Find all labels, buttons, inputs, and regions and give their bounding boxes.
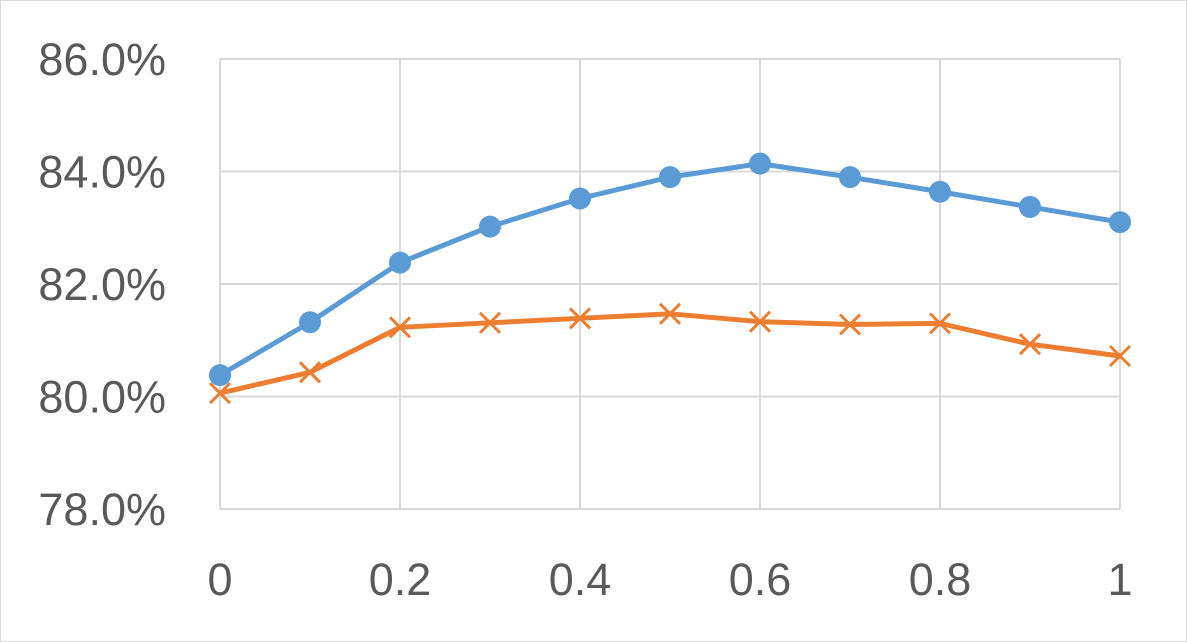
series-1-point [929, 180, 951, 203]
series-1-point [1109, 211, 1131, 234]
series-2-point [1108, 344, 1132, 368]
series-2-point [838, 313, 862, 336]
series-1-point [209, 364, 231, 387]
series-2-point [568, 307, 592, 330]
y-tick-label: 78.0% [38, 484, 166, 535]
series-2-point [928, 312, 952, 335]
series-2-point [658, 302, 682, 325]
x-tick-label: 0.6 [729, 554, 792, 605]
x-marker-stroke [298, 361, 322, 384]
series-2-point [748, 310, 772, 333]
series-1-point [389, 251, 411, 274]
series-1-point [479, 215, 501, 238]
tick-label-layer: 78.0% 80.0% 82.0% 84.0% 86.0% 0 0.2 0.4 0.6 0.8 1 [38, 34, 1132, 605]
x-marker-stroke [208, 382, 232, 405]
y-tick-label: 82.0% [38, 259, 166, 310]
y-tick-label: 86.0% [38, 34, 166, 85]
x-tick-label: 1 [1107, 554, 1132, 605]
series-layer [208, 152, 1132, 405]
y-tick-label: 80.0% [38, 372, 166, 423]
series-2-point [1018, 333, 1042, 356]
x-tick-label: 0 [207, 554, 232, 605]
series-2-point [208, 382, 232, 405]
x-marker-stroke [658, 302, 682, 325]
series-2-point [298, 361, 322, 384]
series-2-line [219, 311, 1121, 396]
x-tick-label: 0.8 [909, 554, 972, 605]
x-tick-label: 0.2 [369, 554, 432, 605]
series-2-point [478, 311, 502, 334]
series-1-point [569, 187, 591, 210]
series-1-point [749, 152, 771, 175]
series-1-point [1019, 195, 1041, 218]
series-1-point [839, 166, 861, 189]
x-marker-stroke [1108, 344, 1132, 368]
series-1-line [218, 161, 1121, 378]
x-marker-stroke [1018, 333, 1042, 356]
x-marker-stroke [478, 311, 502, 334]
x-marker-stroke [568, 307, 592, 330]
series-1-point [299, 311, 321, 334]
x-marker-stroke [748, 310, 772, 333]
x-tick-label: 0.4 [549, 554, 612, 605]
y-tick-label: 84.0% [38, 147, 166, 198]
x-marker-stroke [928, 312, 952, 335]
grid-layer [219, 58, 1121, 510]
series-1-point [659, 166, 681, 189]
x-marker-stroke [388, 316, 412, 339]
x-marker-stroke [838, 313, 862, 336]
series-2-point [388, 316, 412, 339]
